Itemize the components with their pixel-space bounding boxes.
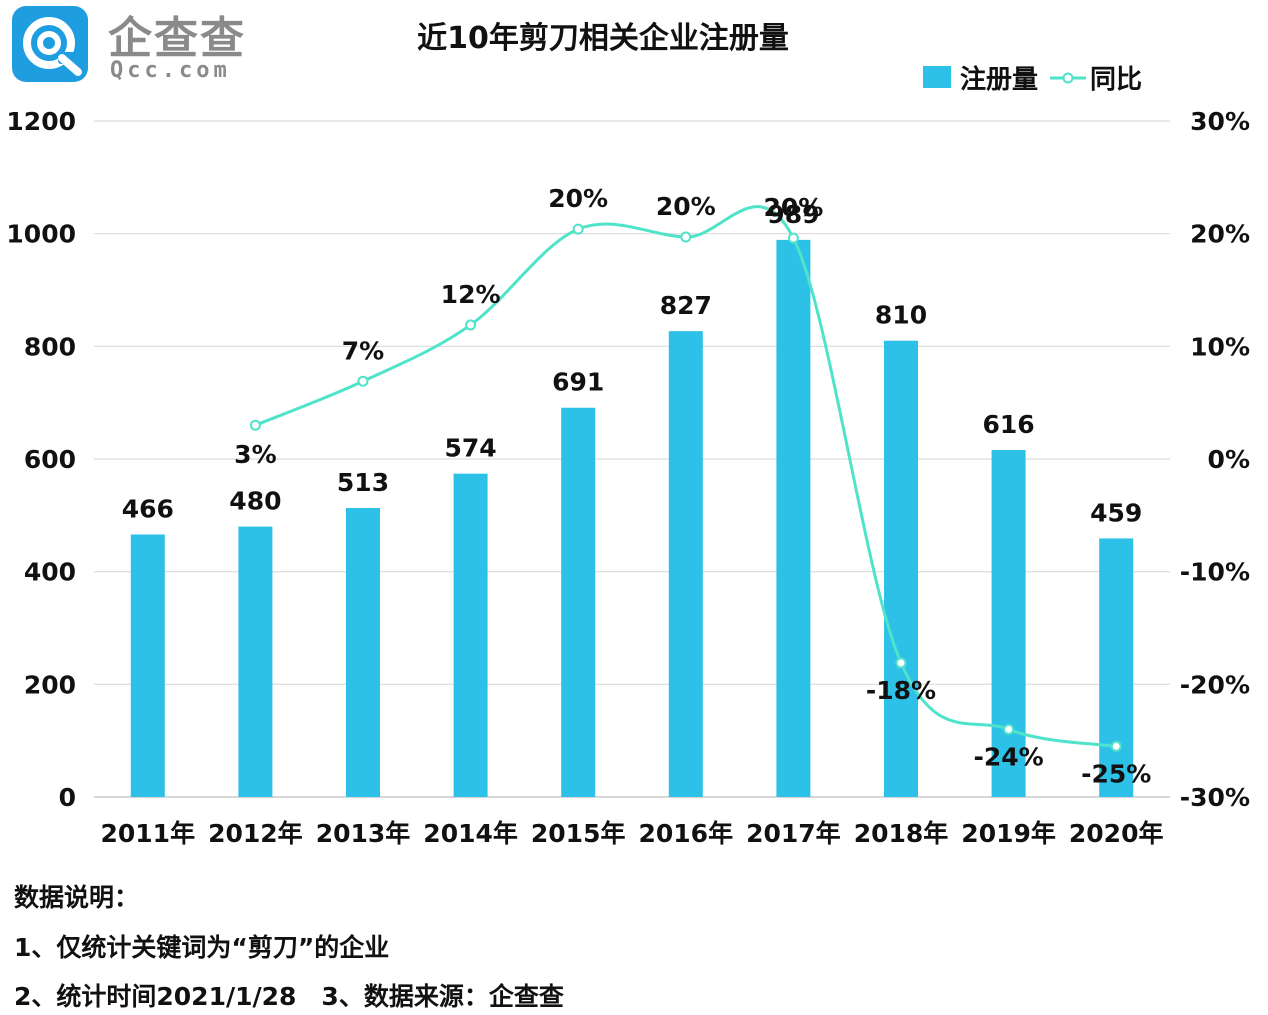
left-axis-ticks: 0 200 400 600 800 1000 1200 xyxy=(6,107,76,812)
right-axis-tick-label: 0% xyxy=(1208,445,1250,474)
line-value-label: 7% xyxy=(342,336,384,365)
line-point xyxy=(680,231,692,243)
line-value-label: 20% xyxy=(548,184,608,213)
x-axis-ticks: 2011年 2012年 2013年 2014年 2015年 2016年 2017年 2018年… xyxy=(101,819,1164,848)
chart: 近10年剪刀相关企业注册量 注册量 同比 0 200 400 600 800 1000 12… xyxy=(6,21,1250,848)
legend-bar-label: 注册量 xyxy=(960,64,1038,95)
bar xyxy=(884,340,918,797)
left-axis-tick-label: 0 xyxy=(59,783,76,812)
right-axis-ticks: -30% -20% -10% 0% 10% 20% 30% xyxy=(1180,107,1250,812)
bar-value-label: 466 xyxy=(122,494,174,523)
legend-line-marker xyxy=(1062,72,1074,84)
notes-heading: 数据说明： xyxy=(14,883,140,912)
bar-value-label: 989 xyxy=(767,200,819,229)
right-axis-tick-label: 10% xyxy=(1190,332,1250,361)
line-point xyxy=(895,657,907,669)
bar-value-label: 827 xyxy=(660,291,712,320)
line-value-label: -25% xyxy=(1081,759,1151,788)
brand-logo: 企查查 Qcc.com xyxy=(12,6,244,86)
yoy-line xyxy=(254,205,1117,748)
x-axis-tick-label: 2019年 xyxy=(961,819,1056,848)
qcc-logo-icon xyxy=(12,6,88,82)
line-value-label: 3% xyxy=(234,440,276,469)
brand-name-cn: 企查查 xyxy=(108,13,246,64)
x-axis-tick-label: 2012年 xyxy=(208,819,303,848)
x-axis-tick-label: 2018年 xyxy=(854,819,949,848)
x-axis-tick-label: 2016年 xyxy=(639,819,734,848)
bar-value-label: 616 xyxy=(983,410,1035,439)
legend-bar-swatch xyxy=(923,66,951,88)
line-value-label: 20% xyxy=(656,192,716,221)
line-data-labels: 3% 7% 12% 20% 20% 20% -18% -24% -25% xyxy=(234,184,1151,788)
line-point xyxy=(357,375,369,387)
bar xyxy=(776,239,811,797)
bar xyxy=(668,331,703,797)
line-value-label: 12% xyxy=(441,280,501,309)
bar-data-labels: 466 480 513 574 691 827 989 810 616 459 xyxy=(122,200,1143,528)
line-point xyxy=(1110,740,1122,752)
left-axis-tick-label: 400 xyxy=(24,558,76,587)
bar-series xyxy=(130,239,1134,797)
x-axis-tick-label: 2014年 xyxy=(423,819,518,848)
bar-value-label: 480 xyxy=(229,487,281,516)
bar xyxy=(991,449,1026,797)
right-axis-tick-label: 20% xyxy=(1190,220,1250,249)
left-axis-tick-label: 200 xyxy=(24,670,76,699)
x-axis-tick-label: 2015年 xyxy=(531,819,626,848)
bar xyxy=(453,473,488,797)
legend-line-label: 同比 xyxy=(1090,65,1142,95)
bar xyxy=(346,508,380,797)
x-axis-tick-label: 2020年 xyxy=(1069,819,1164,848)
bar-value-label: 691 xyxy=(552,368,604,397)
line-point xyxy=(572,223,584,235)
left-axis-tick-label: 800 xyxy=(24,332,76,361)
x-axis-tick-label: 2011年 xyxy=(101,819,196,848)
bar xyxy=(238,526,273,797)
right-axis-tick-label: 30% xyxy=(1190,107,1250,136)
bar xyxy=(130,534,165,797)
legend: 注册量 同比 xyxy=(923,64,1142,95)
left-axis-tick-label: 1000 xyxy=(6,220,76,249)
note-line-2: 2、统计时间2021/1/28 3、数据来源：企查查 xyxy=(14,982,564,1011)
line-point xyxy=(1003,723,1015,735)
x-axis-tick-label: 2017年 xyxy=(746,819,841,848)
brand-name-en: Qcc.com xyxy=(110,58,231,83)
gridlines xyxy=(94,120,1170,798)
bar xyxy=(561,407,596,797)
right-axis-tick-label: -20% xyxy=(1180,670,1250,699)
chart-title: 近10年剪刀相关企业注册量 xyxy=(417,21,789,56)
bar-value-label: 810 xyxy=(875,301,927,330)
right-axis-tick-label: -10% xyxy=(1180,558,1250,587)
line-point xyxy=(249,419,261,431)
bar-value-label: 459 xyxy=(1090,498,1142,527)
x-axis-tick-label: 2013年 xyxy=(316,819,411,848)
line-series-points xyxy=(249,223,1122,752)
line-point xyxy=(787,232,799,244)
bar-value-label: 513 xyxy=(337,468,389,497)
note-line-1: 1、仅统计关键词为“剪刀”的企业 xyxy=(14,933,390,962)
line-value-label: -18% xyxy=(866,676,936,705)
right-axis-tick-label: -30% xyxy=(1180,783,1250,812)
bar-value-label: 574 xyxy=(445,434,497,463)
line-value-label: -24% xyxy=(973,742,1043,771)
left-axis-tick-label: 600 xyxy=(24,445,76,474)
line-point xyxy=(465,319,477,331)
left-axis-tick-label: 1200 xyxy=(6,107,76,136)
bar xyxy=(1099,538,1134,797)
line-value-label: 20% xyxy=(763,193,823,222)
